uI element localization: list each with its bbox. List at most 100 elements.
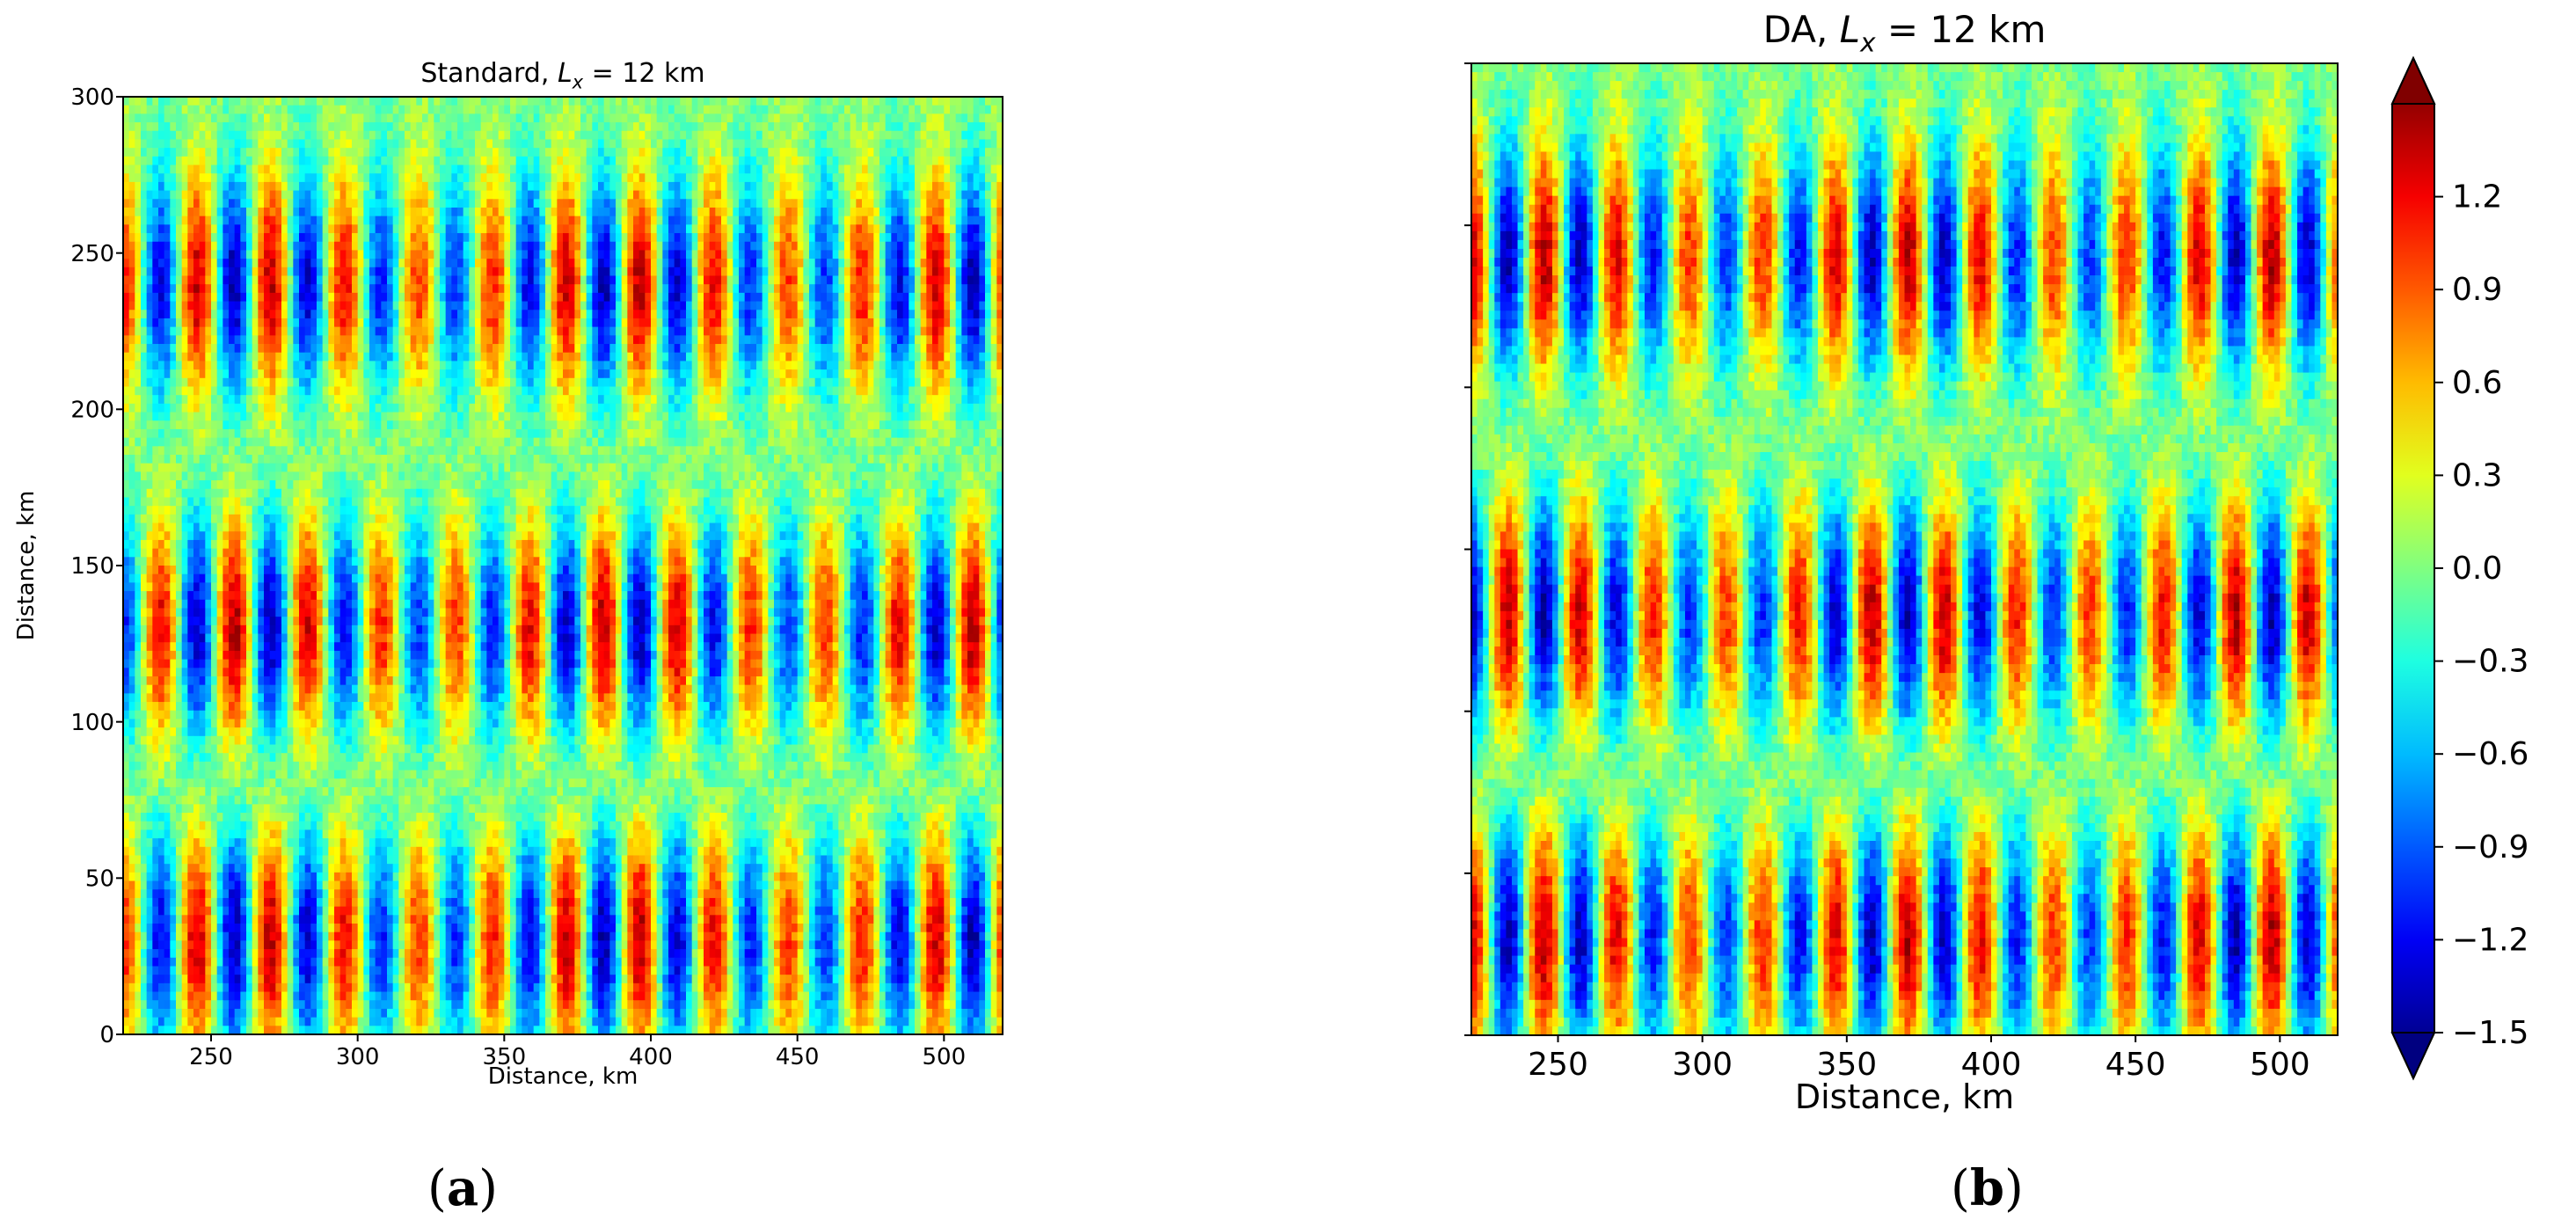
heatmap-cell <box>710 361 716 369</box>
heatmap-cell <box>481 335 487 344</box>
heatmap-cell <box>211 199 217 208</box>
heatmap-cell <box>627 106 633 114</box>
heatmap-cell <box>897 259 903 267</box>
heatmap-cell <box>574 182 580 191</box>
heatmap-cell <box>534 327 540 336</box>
heatmap-cell <box>774 122 780 131</box>
heatmap-cell <box>252 191 259 200</box>
heatmap-cell <box>633 131 639 140</box>
heatmap-cell <box>592 199 598 208</box>
heatmap-cell <box>457 157 463 165</box>
heatmap-cell <box>886 250 892 259</box>
heatmap-cell <box>416 327 422 336</box>
heatmap-cell <box>411 335 417 344</box>
heatmap-cell <box>868 97 874 106</box>
heatmap-cell <box>428 113 434 122</box>
heatmap-cell <box>680 191 686 200</box>
heatmap-cell <box>281 173 288 182</box>
heatmap-cell <box>856 106 862 114</box>
heatmap-cell <box>956 242 962 251</box>
heatmap-cell <box>164 122 171 131</box>
heatmap-cell <box>721 173 727 182</box>
heatmap-cell <box>580 157 587 165</box>
heatmap-cell <box>182 216 188 225</box>
heatmap-cell <box>358 361 364 369</box>
heatmap-cell <box>675 139 681 148</box>
heatmap-cell <box>152 361 158 369</box>
heatmap-cell <box>886 173 892 182</box>
heatmap-cell <box>211 216 217 225</box>
heatmap-cell <box>944 165 950 174</box>
heatmap-cell <box>785 233 792 242</box>
heatmap-cell <box>733 165 739 174</box>
heatmap-cell <box>446 284 452 293</box>
heatmap-cell <box>704 106 710 114</box>
heatmap-cell <box>557 344 563 353</box>
heatmap-cell <box>979 267 985 276</box>
heatmap-cell <box>270 310 276 318</box>
heatmap-cell <box>317 259 323 267</box>
heatmap-cell <box>921 369 927 378</box>
heatmap-cell <box>451 216 457 225</box>
heatmap-cell <box>686 353 692 362</box>
heatmap-cell <box>639 233 646 242</box>
heatmap-cell <box>369 131 376 140</box>
heatmap-cell <box>785 276 792 285</box>
heatmap-cell <box>381 233 387 242</box>
heatmap-cell <box>317 148 323 157</box>
heatmap-cell <box>768 216 774 225</box>
heatmap-cell <box>434 191 440 200</box>
heatmap-cell <box>622 344 628 353</box>
heatmap-cell <box>481 242 487 251</box>
heatmap-cell <box>785 131 792 140</box>
heatmap-cell <box>944 148 950 157</box>
heatmap-cell <box>176 97 182 106</box>
heatmap-cell <box>856 327 862 336</box>
heatmap-cell <box>686 250 692 259</box>
heatmap-cell <box>252 284 259 293</box>
heatmap-cell <box>780 318 786 327</box>
heatmap-cell <box>686 302 692 310</box>
heatmap-cell <box>270 131 276 140</box>
heatmap-cell <box>580 199 587 208</box>
heatmap-cell <box>633 318 639 327</box>
heatmap-cell <box>387 191 393 200</box>
heatmap-cell <box>486 216 493 225</box>
heatmap-cell <box>587 310 593 318</box>
heatmap-cell <box>193 378 200 387</box>
heatmap-cell <box>293 293 299 302</box>
heatmap-cell <box>135 233 141 242</box>
heatmap-cell <box>240 224 246 233</box>
heatmap-cell <box>768 97 774 106</box>
heatmap-cell <box>323 113 329 122</box>
heatmap-cell <box>310 361 317 369</box>
heatmap-cell <box>891 284 897 293</box>
heatmap-cell <box>569 191 575 200</box>
heatmap-cell <box>750 157 756 165</box>
heatmap-cell <box>967 310 974 318</box>
heatmap-cell <box>763 335 769 344</box>
heatmap-cell <box>785 242 792 251</box>
heatmap-cell <box>463 122 470 131</box>
heatmap-cell <box>223 148 229 157</box>
heatmap-cell <box>305 122 311 131</box>
heatmap-cell <box>557 173 563 182</box>
heatmap-cell <box>334 259 340 267</box>
heatmap-cell <box>493 113 499 122</box>
heatmap-cell <box>609 233 616 242</box>
heatmap-cell <box>745 113 751 122</box>
heatmap-cell <box>798 113 804 122</box>
heatmap-cell <box>827 284 833 293</box>
heatmap-cell <box>275 302 281 310</box>
heatmap-cell <box>798 233 804 242</box>
heatmap-cell <box>434 173 440 182</box>
heatmap-cell <box>974 199 980 208</box>
heatmap-cell <box>833 267 839 276</box>
heatmap-cell <box>475 284 481 293</box>
heatmap-cell <box>346 327 352 336</box>
heatmap-cell <box>323 327 329 336</box>
heatmap-cell <box>528 318 534 327</box>
heatmap-cell <box>668 293 675 302</box>
heatmap-cell <box>147 97 153 106</box>
heatmap-cell <box>334 284 340 293</box>
